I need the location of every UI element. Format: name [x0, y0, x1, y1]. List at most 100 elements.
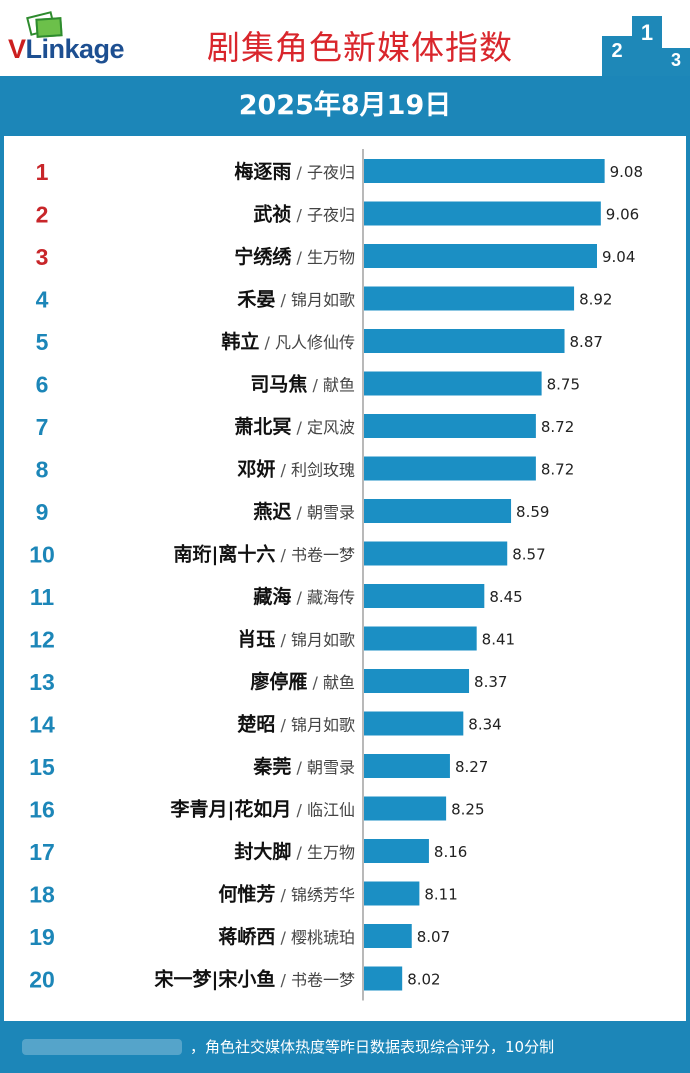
bar [364, 711, 464, 736]
value-label: 8.02 [407, 971, 440, 989]
value-label: 8.72 [541, 418, 574, 436]
character-name: 廖停雁 [250, 670, 307, 693]
value-label: 8.87 [570, 333, 603, 351]
row-label: 武祯 / 子夜归 [253, 203, 355, 226]
label-separator: / [291, 843, 307, 862]
podium-first: 1 [632, 16, 662, 76]
value-label: 8.41 [482, 631, 515, 649]
character-name: 燕迟 [253, 500, 291, 523]
vlinkage-logo: VLinkage [8, 10, 158, 66]
rank-label: 11 [30, 584, 55, 610]
label-separator: / [291, 758, 307, 777]
label-separator: / [275, 716, 291, 735]
row-label: 秦莞 / 朝雪录 [252, 755, 355, 778]
bar [364, 499, 512, 523]
label-separator: / [291, 801, 307, 820]
character-name: 梅逐雨 [234, 160, 291, 183]
label-separator: / [307, 376, 323, 395]
bar [364, 796, 447, 821]
bar [364, 881, 420, 906]
label-separator: / [291, 248, 307, 267]
rank-label: 3 [36, 244, 49, 270]
row-label: 何惟芳 / 锦绣芳华 [218, 883, 355, 906]
rank-label: 5 [36, 329, 49, 355]
row-label: 萧北冥 / 定风波 [234, 416, 355, 438]
row-label: 廖停雁 / 献鱼 [250, 670, 355, 693]
row-label: 蒋峤西 / 樱桃琥珀 [218, 925, 355, 948]
row-label: 藏海 / 藏海传 [253, 585, 355, 608]
value-label: 8.07 [417, 928, 450, 946]
bar [364, 839, 429, 863]
character-name: 李青月|花如月 [169, 798, 291, 821]
show-name: 书卷一梦 [291, 971, 355, 990]
label-separator: / [275, 461, 291, 480]
character-name: 禾晏 [237, 289, 275, 311]
show-name: 朝雪录 [307, 503, 355, 522]
character-name: 肖珏 [237, 628, 275, 651]
rank-label: 13 [29, 669, 55, 695]
show-name: 书卷一梦 [291, 546, 355, 565]
value-label: 8.27 [455, 758, 488, 776]
row-label: 燕迟 / 朝雪录 [253, 500, 355, 523]
row-label: 李青月|花如月 / 临江仙 [169, 798, 355, 821]
bar [364, 754, 450, 778]
rank-label: 7 [36, 414, 49, 440]
bar [364, 371, 542, 396]
rank-label: 9 [36, 499, 49, 525]
value-label: 8.75 [547, 376, 580, 394]
show-name: 朝雪录 [307, 758, 355, 777]
label-separator: / [291, 503, 307, 522]
date-label: 2025年8月19日 [238, 90, 452, 121]
logo-text: VLinkage [8, 34, 125, 65]
value-label: 8.57 [512, 546, 545, 564]
value-label: 8.37 [474, 673, 507, 691]
page-title: 剧集角色新媒体指数 [207, 28, 513, 67]
character-name: 萧北冥 [234, 416, 291, 438]
value-label: 8.92 [579, 291, 612, 309]
character-name: 宁绣绣 [234, 245, 292, 268]
character-name: 邓妍 [237, 459, 275, 481]
show-name: 利剑玫瑰 [291, 461, 355, 480]
show-name: 献鱼 [323, 376, 355, 395]
row-label: 邓妍 / 利剑玫瑰 [237, 459, 355, 481]
show-name: 临江仙 [307, 801, 355, 820]
bar [364, 329, 565, 353]
show-name: 锦月如歌 [291, 716, 355, 735]
character-name: 武祯 [253, 203, 291, 226]
label-separator: / [275, 971, 291, 990]
show-name: 子夜归 [307, 206, 355, 225]
value-label: 8.72 [541, 461, 574, 479]
bar [364, 924, 412, 948]
label-separator: / [291, 163, 307, 182]
row-label: 梅逐雨 / 子夜归 [234, 160, 355, 183]
character-name: 楚昭 [237, 713, 275, 736]
character-name: 宋一梦|宋小鱼 [153, 968, 275, 991]
logo-v: V [8, 34, 26, 64]
footer-blurred-source [22, 1039, 182, 1055]
rank-label: 15 [29, 754, 55, 780]
rank-label: 19 [29, 924, 55, 950]
character-name: 司马焦 [250, 373, 307, 396]
value-label: 9.06 [606, 206, 639, 224]
value-label: 8.25 [451, 801, 484, 819]
label-separator: / [291, 588, 307, 607]
value-label: 8.34 [468, 716, 501, 734]
value-label: 8.45 [489, 588, 522, 606]
value-label: 8.59 [516, 503, 549, 521]
label-separator: / [275, 928, 291, 947]
footer-note: ，角色社交媒体热度等昨日数据表现综合评分，10分制 [190, 1038, 555, 1056]
rank-label: 2 [36, 202, 49, 228]
label-separator: / [291, 206, 307, 225]
label-separator: / [275, 886, 291, 905]
row-label: 南珩|离十六 / 书卷一梦 [173, 543, 355, 566]
rank-label: 4 [36, 287, 49, 313]
bar [364, 626, 477, 651]
label-separator: / [275, 291, 291, 310]
bar [364, 159, 605, 183]
character-name: 藏海 [253, 585, 291, 608]
rank-label: 12 [29, 627, 55, 653]
show-name: 锦月如歌 [291, 291, 355, 310]
character-name: 南珩|离十六 [173, 543, 275, 566]
row-label: 韩立 / 凡人修仙传 [221, 330, 355, 353]
show-name: 生万物 [307, 843, 355, 862]
